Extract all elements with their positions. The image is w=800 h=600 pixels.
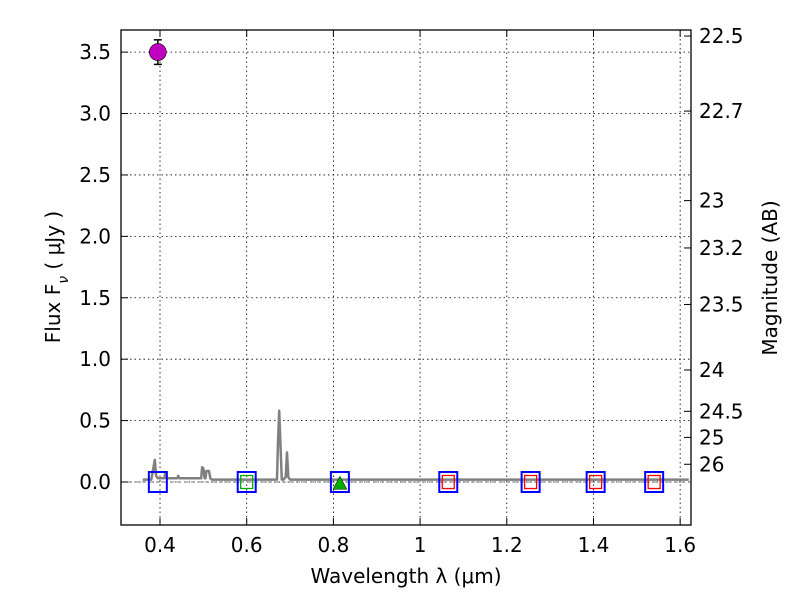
model-spectrum [142,409,689,481]
y-axis-title: Flux Fν ( μJy ) [41,211,72,343]
y-tick-label: 2.0 [79,224,111,248]
mag-tick-label: 23.2 [699,236,744,260]
y-tick-label: 3.0 [79,102,111,126]
model-photometry-square [644,471,665,494]
grid [121,30,691,525]
data-markers [147,39,665,494]
x-tick-label: 0.8 [317,533,349,557]
detection-point [149,43,167,61]
mag-tick-label: 24.5 [699,399,744,423]
mag-tick-label: 23.5 [699,292,744,316]
mag-tick-label: 22.5 [699,24,744,48]
y-tick-label: 1.5 [79,286,111,310]
upper-limit-square [588,474,603,490]
model-photometry-square [585,471,606,494]
x-tick-label: 1.4 [578,533,610,557]
mag-tick-label: 24 [699,358,724,382]
x-tick-label: 0.6 [231,533,263,557]
filter-triangle [332,475,348,490]
x-axis-title: Wavelength λ (μm) [310,564,501,588]
x-tick-label: 1.2 [491,533,523,557]
mag-tick-label: 22.7 [699,99,744,123]
mag-tick-label: 26 [699,452,724,476]
upper-limit-square [441,474,455,490]
mag-tick-label: 25 [699,425,724,449]
model-spectrum-line [142,409,689,481]
model-photometry-square [520,471,541,494]
x-tick-label: 1 [414,533,427,557]
y-tick-label: 1.0 [79,347,111,371]
plot-frame [120,29,692,526]
y-tick-label: 2.5 [79,163,111,187]
x-tick-label: 1.6 [664,533,696,557]
y-tick-label: 3.5 [79,40,111,64]
upper-limit-square [240,474,254,490]
y-tick-label: 0.0 [79,470,111,494]
right-axis-title: Magnitude (AB) [758,200,782,355]
model-photometry-square [329,471,350,494]
x-tick-label: 0.4 [144,533,176,557]
upper-limit-square [647,474,661,490]
model-photometry-square [147,471,168,494]
mag-tick-label: 23 [699,189,724,213]
axis-ticks: 0.4 0.6 0.8 1 1.2 1.4 1.6 0.0 0.5 1.0 1.5 2.0 2.5 3.0… [79,24,743,557]
upper-limit-square [523,474,538,490]
y-tick-label: 0.5 [79,409,111,433]
model-photometry-square [438,471,459,494]
model-photometry-square [236,471,257,494]
